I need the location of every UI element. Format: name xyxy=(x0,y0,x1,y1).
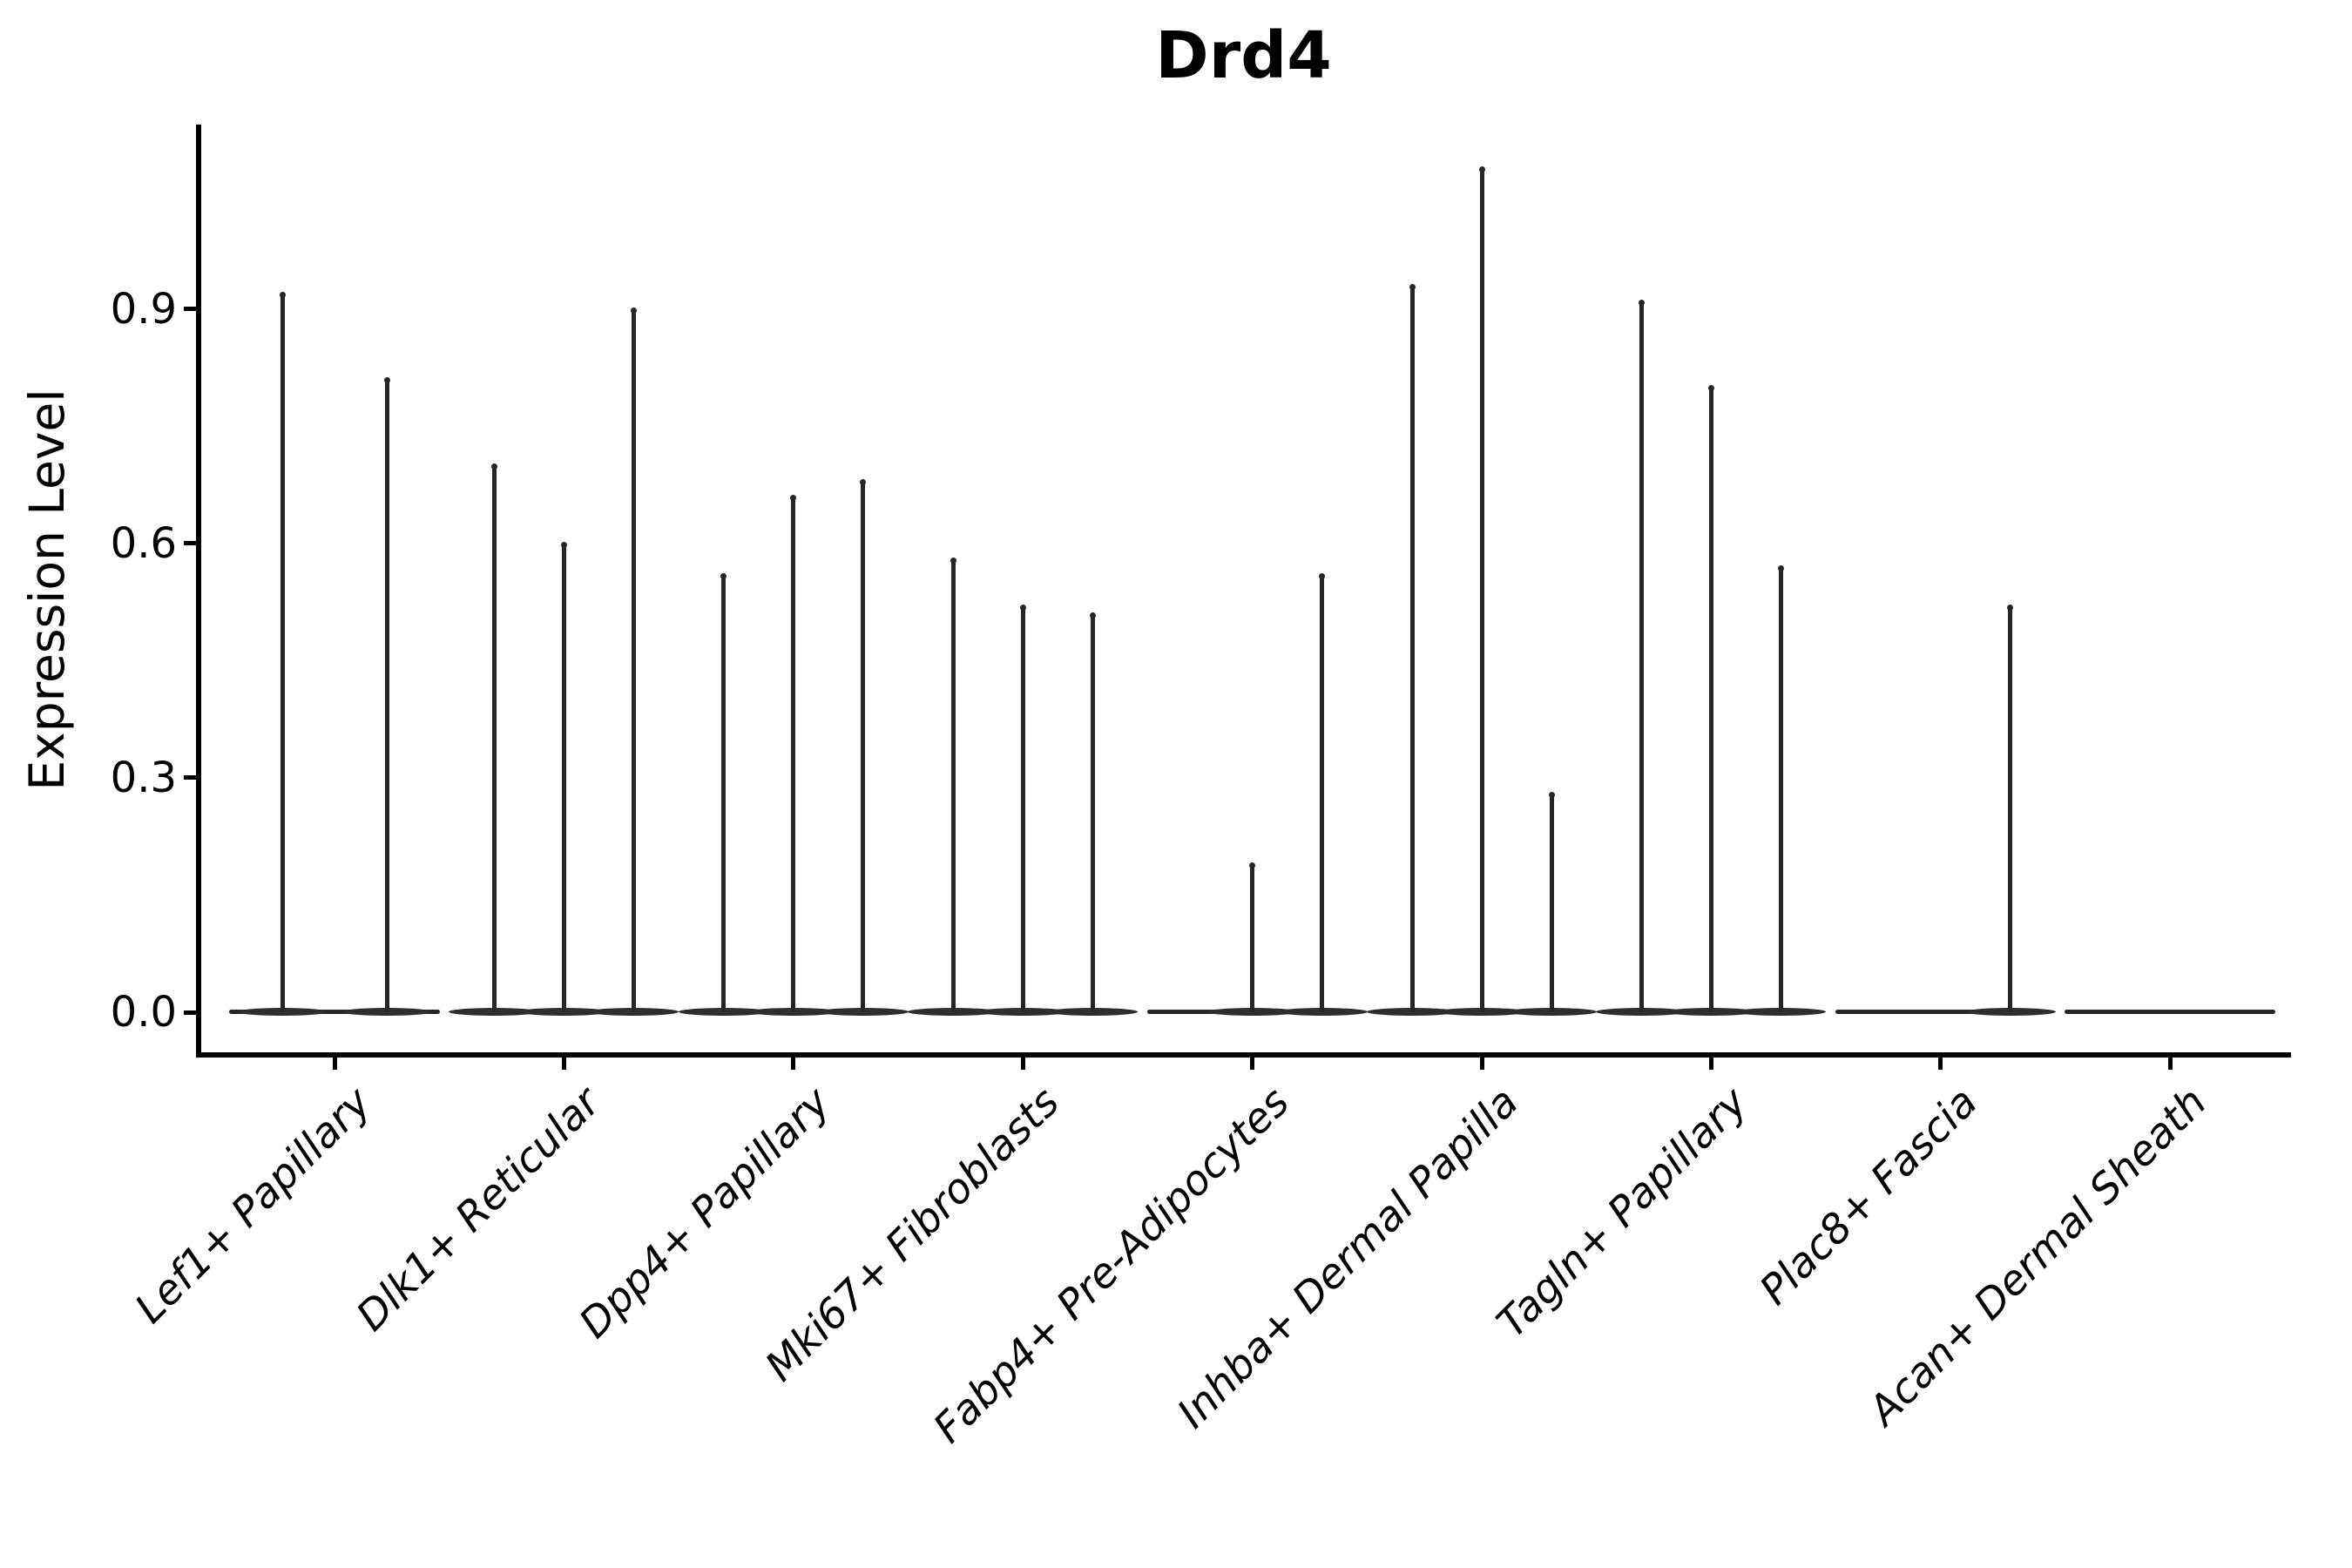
violin-spike xyxy=(1090,613,1095,1011)
violin-spike-tip xyxy=(790,494,797,501)
violin-spike xyxy=(631,308,636,1011)
violin-spike xyxy=(384,379,389,1011)
violin-spike-tip xyxy=(1409,283,1416,290)
violin-base-lens xyxy=(908,1008,999,1016)
violin-baseline xyxy=(2065,1010,2276,1014)
violin-spike xyxy=(1639,301,1644,1011)
violin-spike xyxy=(861,481,866,1011)
violin-base-lens xyxy=(1436,1008,1527,1016)
violin-spike-tip xyxy=(1548,791,1555,798)
violin-base-lens xyxy=(977,1008,1069,1016)
violin-spike xyxy=(721,574,727,1011)
violin-spike xyxy=(1020,605,1025,1011)
violin-base-lens xyxy=(1964,1008,2056,1016)
x-tick-mark xyxy=(1479,1058,1484,1070)
x-category-label: Fabp4+ Pre-Adipocytes xyxy=(923,1078,1299,1453)
violin-spike xyxy=(491,465,497,1011)
x-tick-mark xyxy=(1938,1058,1943,1070)
violin-spike-tip xyxy=(950,557,956,564)
x-category-label: Plac8+ Fascia xyxy=(1750,1078,1987,1315)
y-tick-mark xyxy=(184,775,196,781)
y-axis-label: Expression Level xyxy=(19,389,75,791)
violin-spike-tip xyxy=(383,377,390,384)
violin-spike xyxy=(1549,793,1554,1011)
y-tick-label: 0.6 xyxy=(110,518,177,568)
violin-spike xyxy=(1250,863,1255,1011)
violin-spike xyxy=(1320,574,1325,1011)
violin-base-lens xyxy=(237,1008,328,1016)
violin-spike xyxy=(561,543,566,1011)
violin-base-lens xyxy=(1047,1008,1139,1016)
violin-spike-tip xyxy=(560,541,567,548)
violin-base-lens xyxy=(817,1008,909,1016)
x-category-label: Mki67+ Fibroblasts xyxy=(756,1078,1069,1391)
violin-spike-tip xyxy=(1638,299,1645,306)
violin-base-lens xyxy=(1506,1008,1597,1016)
violin-spike-tip xyxy=(630,307,637,314)
y-tick-label: 0.9 xyxy=(110,284,177,334)
x-tick-mark xyxy=(1250,1058,1255,1070)
violin-spike-tip xyxy=(1319,572,1326,579)
violin-baseline xyxy=(229,1010,440,1014)
violin-spike-tip xyxy=(720,572,727,579)
x-tick-mark xyxy=(791,1058,796,1070)
violin-spike xyxy=(791,496,796,1011)
violin-base-lens xyxy=(1276,1008,1368,1016)
violin-base-lens xyxy=(678,1008,769,1016)
violin-spike xyxy=(1409,285,1415,1011)
violin-spike-tip xyxy=(1019,604,1026,611)
x-axis-line xyxy=(196,1052,2291,1058)
violin-spike-tip xyxy=(1478,166,1485,173)
y-tick-mark xyxy=(184,541,196,546)
x-tick-mark xyxy=(561,1058,566,1070)
plot-title: Drd4 xyxy=(1155,18,1332,93)
violin-base-lens xyxy=(1367,1008,1457,1016)
violin-baseline xyxy=(1835,1010,2046,1014)
x-tick-mark xyxy=(2167,1058,2173,1070)
violin-base-lens xyxy=(588,1008,679,1016)
y-axis-line xyxy=(196,125,201,1058)
violin-spike xyxy=(280,293,285,1011)
x-category-label: Acan+ Dermal Sheath xyxy=(1859,1078,2216,1435)
y-tick-label: 0.0 xyxy=(110,988,177,1037)
violin-base-lens xyxy=(1735,1008,1827,1016)
violin-spike-tip xyxy=(1707,385,1714,392)
violin-spike xyxy=(1778,566,1783,1011)
violin-spike-tip xyxy=(1777,564,1784,571)
violin-base-lens xyxy=(1206,1008,1298,1016)
violin-spike-tip xyxy=(490,463,497,470)
violin-base-lens xyxy=(1596,1008,1687,1016)
violin-spike-tip xyxy=(1089,612,1096,618)
violin-spike xyxy=(1479,168,1484,1011)
x-tick-mark xyxy=(1020,1058,1025,1070)
x-category-label: Tagln+ Papillary xyxy=(1488,1078,1758,1348)
violin-spike-tip xyxy=(2007,604,2014,611)
violin-base-lens xyxy=(747,1008,839,1016)
x-category-label: Dlk1+ Reticular xyxy=(348,1078,611,1341)
y-tick-mark xyxy=(184,1010,196,1015)
violin-base-lens xyxy=(341,1008,432,1016)
y-tick-label: 0.3 xyxy=(110,753,177,802)
violin-spike xyxy=(2008,605,2013,1011)
y-tick-mark xyxy=(184,307,196,312)
violin-base-lens xyxy=(518,1008,610,1016)
x-category-label: Dpp4+ Papillary xyxy=(570,1078,840,1348)
violin-base-lens xyxy=(449,1008,540,1016)
violin-spike xyxy=(1708,387,1713,1011)
violin-spike-tip xyxy=(1249,862,1256,868)
x-tick-mark xyxy=(332,1058,337,1070)
violin-spike-tip xyxy=(279,291,286,298)
x-category-label: Inhba+ Dermal Papilla xyxy=(1168,1078,1528,1438)
violin-spike xyxy=(950,558,956,1011)
violin-base-lens xyxy=(1666,1008,1757,1016)
x-tick-mark xyxy=(1708,1058,1713,1070)
violin-spike-tip xyxy=(860,479,867,486)
